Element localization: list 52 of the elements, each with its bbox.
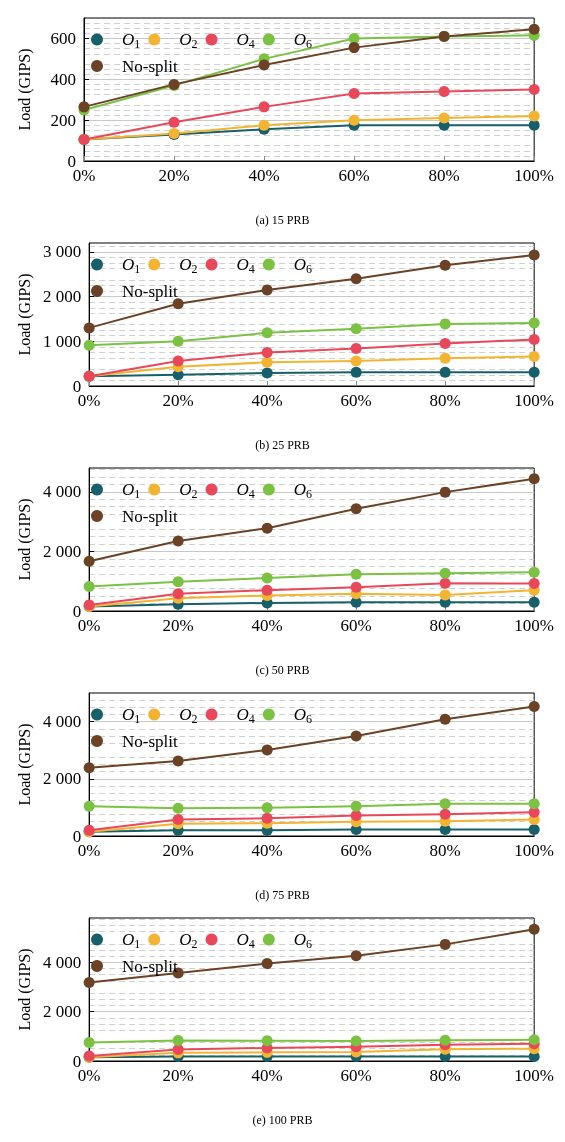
x-tick-label: 40% <box>251 616 283 635</box>
legend-label: No-split <box>122 56 178 76</box>
x-tick-label: 40% <box>251 391 283 410</box>
y-axis-title: Load (GIPS) <box>15 948 34 1031</box>
y-tick-label: 3 000 <box>42 242 82 262</box>
text: (c) 50 PRB <box>255 663 310 677</box>
y-tick-label: 200 <box>50 110 76 130</box>
x-tick-label: 40% <box>248 166 280 185</box>
legend-label: No-split <box>122 956 178 976</box>
text: (d) 75 PRB <box>255 888 310 902</box>
legend-label: No-split <box>122 506 178 526</box>
x-tick-label: 20% <box>162 391 194 410</box>
x-tick-label: 20% <box>162 1066 194 1085</box>
x-tick-label: 60% <box>338 166 370 185</box>
x-tick-label: 80% <box>429 1066 461 1085</box>
y-tick-label: 2 000 <box>42 1002 82 1022</box>
x-tick-label: 40% <box>251 841 283 860</box>
x-tick-label: 80% <box>429 616 461 635</box>
y-tick-label: 1 000 <box>42 331 82 351</box>
x-tick-label: 20% <box>158 166 190 185</box>
x-tick-label: 60% <box>340 841 372 860</box>
legend-label: No-split <box>122 731 178 751</box>
text: (b) 25 PRB <box>255 438 310 452</box>
x-tick-label: 20% <box>162 616 194 635</box>
x-tick-label: 100% <box>514 616 555 635</box>
x-tick-label: 100% <box>514 841 555 860</box>
y-tick-label: 400 <box>50 69 76 89</box>
x-tick-label: 100% <box>514 391 555 410</box>
legend-label: No-split <box>122 281 178 301</box>
y-axis-title: Load (GIPS) <box>15 723 34 806</box>
x-tick-label: 80% <box>429 841 461 860</box>
x-tick-label: 80% <box>429 391 461 410</box>
x-tick-label: 80% <box>428 166 460 185</box>
y-axis-title: Load (GIPS) <box>15 273 34 356</box>
x-tick-label: 20% <box>162 841 194 860</box>
y-tick-label: 600 <box>50 28 76 48</box>
x-tick-label: 100% <box>514 166 555 185</box>
y-tick-label: 2 000 <box>42 769 82 789</box>
y-tick-label: 2 000 <box>42 541 82 561</box>
y-tick-label: 4 000 <box>42 482 82 502</box>
text: (e) 100 PRB <box>252 1113 313 1127</box>
y-tick-label: 4 000 <box>42 952 82 972</box>
y-tick-label: 4 000 <box>42 712 82 732</box>
x-tick-label: 40% <box>251 1066 283 1085</box>
x-tick-label: 100% <box>514 1066 555 1085</box>
y-axis-title: Load (GIPS) <box>15 48 34 131</box>
x-tick-label: 60% <box>340 391 372 410</box>
y-tick-label: 2 000 <box>42 287 82 307</box>
x-tick-label: 60% <box>340 616 372 635</box>
y-axis-title: Load (GIPS) <box>15 498 34 581</box>
text: (a) 15 PRB <box>255 213 310 227</box>
x-tick-label: 60% <box>340 1066 372 1085</box>
